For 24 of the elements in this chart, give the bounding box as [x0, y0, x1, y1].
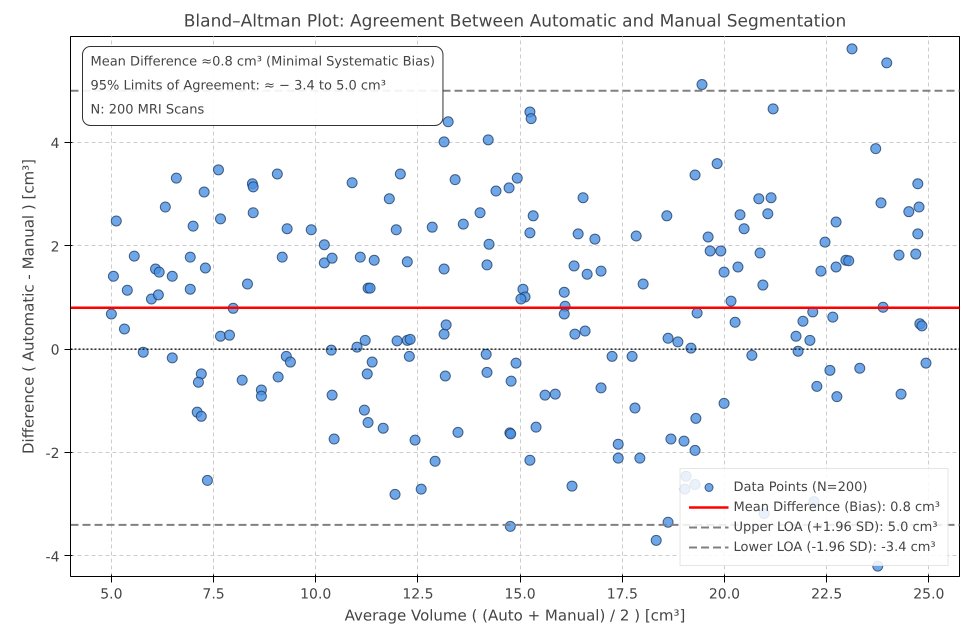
y-tick-label: 0: [50, 342, 60, 359]
legend-label: Upper LOA (+1.96 SD): 5.0 cm³: [734, 520, 938, 534]
y-tick-label: 4: [50, 136, 60, 152]
legend-label: Lower LOA (-1.96 SD): -3.4 cm³: [734, 540, 936, 554]
x-tick-label: 25.0: [913, 586, 944, 602]
x-tick-label: 7.5: [202, 586, 225, 602]
legend-label: Data Points (N=200): [734, 480, 868, 494]
y-axis-title: Difference ( Automatic - Manual ) [cm³]: [20, 158, 38, 454]
chart-title: Bland–Altman Plot: Agreement Between Automatic and Manual Segmentation: [184, 12, 846, 32]
x-axis-title: Average Volume ( (Auto + Manual) / 2 ) [cm³]: [344, 606, 686, 624]
legend-label: Mean Difference (Bias): 0.8 cm³: [734, 500, 940, 514]
x-tick-label: 17.5: [606, 586, 638, 602]
x-tick-label: 10.0: [300, 586, 332, 602]
annotation: Mean Difference ≈0.8 cm³ (Minimal Systematic Bias): [90, 54, 435, 70]
x-tick-label: 5.0: [100, 586, 123, 602]
y-tick-label: -4: [46, 549, 60, 566]
y-tick-label: -2: [46, 446, 60, 462]
annotation: 95% Limits of Agreement: ≈ − 3.4 to 5.0 cm³: [90, 78, 386, 94]
x-tick-label: 20.0: [708, 586, 740, 602]
x-tick-label: 22.5: [811, 586, 842, 602]
x-tick-label: 15.0: [504, 586, 536, 602]
x-tick-label: 12.5: [402, 586, 434, 602]
annotation: N: 200 MRI Scans: [90, 102, 204, 118]
y-tick-label: 2: [50, 239, 60, 256]
